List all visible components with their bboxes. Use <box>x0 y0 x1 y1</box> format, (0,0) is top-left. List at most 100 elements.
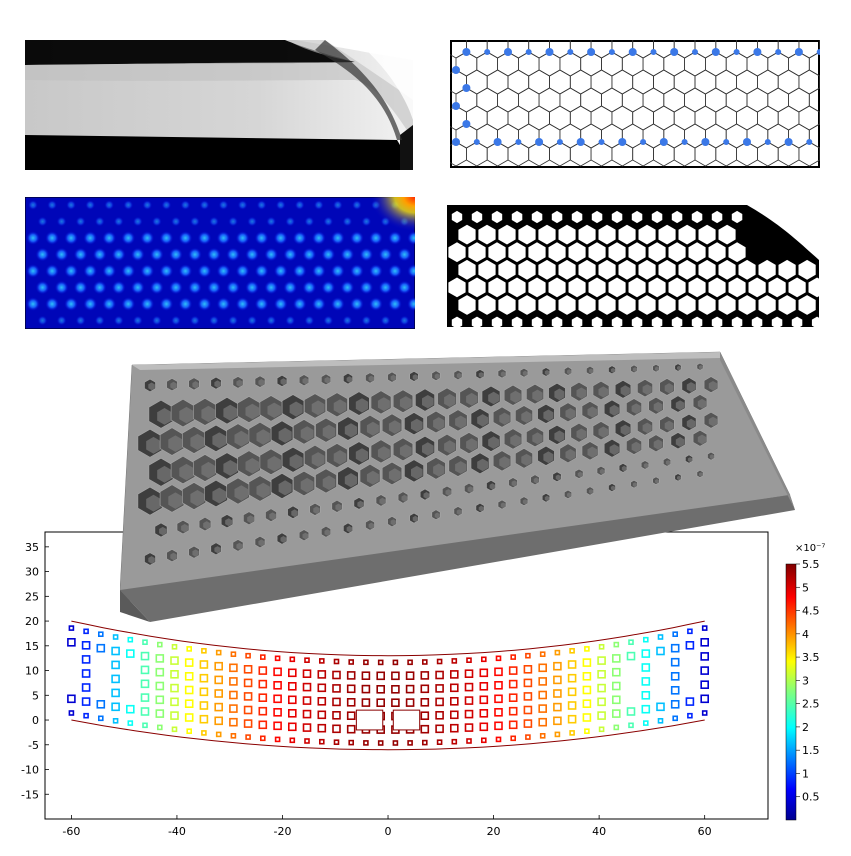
lattice-node <box>462 84 471 92</box>
y-tick-label: 0 <box>32 714 39 727</box>
heat-cell <box>266 315 277 326</box>
mesh-cell <box>287 695 297 705</box>
beam-cavity-shade <box>632 367 637 372</box>
beam-cavity-shade <box>258 539 265 547</box>
mesh-cell <box>687 628 693 635</box>
beam-cavity-shade <box>313 506 320 514</box>
mesh-cell <box>229 677 238 686</box>
beam-cavity-shade <box>445 489 452 496</box>
topology-hole <box>711 316 723 329</box>
beam-cavity-shade <box>267 456 281 472</box>
heat-cell <box>302 247 317 262</box>
heat-cell <box>151 216 162 227</box>
topology-hole <box>731 210 743 224</box>
topology-hole <box>758 259 776 280</box>
beam-cavity-shade <box>521 411 532 423</box>
mesh-cell <box>584 728 590 734</box>
beam-cavity-shade <box>521 453 532 466</box>
heat-cell <box>92 280 107 295</box>
heat-cell <box>159 297 174 311</box>
topology-hole <box>718 295 736 315</box>
mesh-cell <box>567 673 577 683</box>
topology-hole <box>508 277 526 298</box>
beam-cavity-shade <box>190 490 205 507</box>
lattice-node <box>493 138 502 146</box>
topology-hole <box>468 242 486 263</box>
heat-cell <box>254 231 269 245</box>
mesh-cell <box>479 695 489 705</box>
mesh-cell <box>333 739 340 745</box>
topology-hole <box>591 210 603 224</box>
lattice-node <box>576 138 585 146</box>
beam-cavity-shade <box>577 471 583 478</box>
heat-cell <box>247 216 258 227</box>
mesh-cell <box>258 666 268 675</box>
mesh-cell <box>155 695 165 705</box>
topology-hole <box>558 259 576 280</box>
beam-cavity-shade <box>609 404 619 416</box>
mesh-cell <box>421 659 428 665</box>
beam-cavity-shade <box>643 463 649 469</box>
mesh-cell <box>508 693 518 702</box>
topology-hole <box>628 277 646 298</box>
beam-cavity-shade <box>280 378 287 386</box>
heat-cell <box>64 264 79 278</box>
topology-hole <box>498 259 516 280</box>
heat-cell <box>330 264 345 278</box>
heat-cell <box>66 200 77 210</box>
heat-cell <box>361 315 372 326</box>
beam-cavity-shade <box>412 515 418 522</box>
mesh-cell <box>98 631 104 637</box>
topology-hole <box>588 277 606 298</box>
heat-cell <box>111 247 126 262</box>
topology-hole <box>691 316 703 329</box>
topology-hole <box>671 316 683 329</box>
beam-cavity-shade <box>333 450 347 465</box>
mesh-cell <box>186 728 192 734</box>
topology-hole <box>551 210 563 224</box>
mesh-cell <box>598 644 605 650</box>
lattice-node <box>452 138 460 146</box>
beam-cavity-shade <box>610 367 616 373</box>
mesh-cell <box>449 697 459 706</box>
heat-cell <box>388 297 402 311</box>
mesh-cell <box>332 711 341 720</box>
beam-cavity-shade <box>377 397 390 412</box>
heat-cell <box>35 247 50 262</box>
mesh-cell <box>258 706 268 716</box>
y-tick-label: 10 <box>25 665 39 678</box>
mesh-cell <box>170 670 179 679</box>
topology-hole <box>638 224 656 245</box>
lattice-node <box>806 139 813 145</box>
beam-cavity-shade <box>247 515 254 524</box>
topology-hole <box>671 210 683 224</box>
mesh-cell <box>436 739 443 745</box>
beam-cavity-shade <box>324 376 331 384</box>
mesh-cell <box>243 719 253 728</box>
heat-cell <box>132 315 143 326</box>
heat-cell <box>285 216 296 227</box>
mesh-cell <box>538 717 548 727</box>
heat-cell <box>170 216 181 227</box>
mesh-cell <box>700 666 710 675</box>
mesh-cell <box>495 736 502 743</box>
beam-cavity-shade <box>631 441 641 453</box>
topology-hole <box>698 295 716 315</box>
mesh-cell <box>155 667 165 677</box>
topology-hole <box>618 295 636 315</box>
topology-hole <box>718 224 736 245</box>
beam-cavity-shade <box>346 525 353 533</box>
heat-cell <box>275 200 286 210</box>
mesh-cell <box>701 625 708 631</box>
beam-cavity-shade <box>488 391 499 405</box>
mesh-cell <box>685 697 695 706</box>
topology-hole <box>688 277 706 298</box>
topology-hole <box>531 316 543 329</box>
mesh-cell <box>361 671 371 680</box>
mesh-cell <box>184 713 194 722</box>
mesh-cell <box>584 646 590 652</box>
topology-hole <box>451 210 463 224</box>
mesh-cell <box>553 675 562 685</box>
beam-cavity-shade <box>478 372 484 378</box>
beam-cavity-shade <box>223 460 238 476</box>
